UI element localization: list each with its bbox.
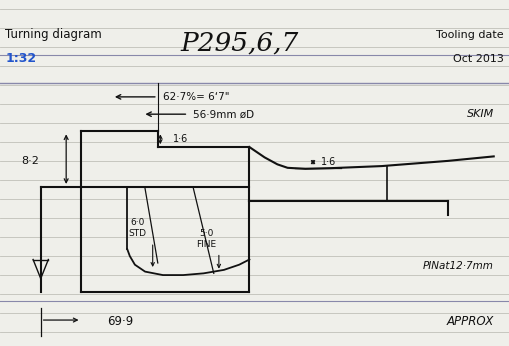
Text: P295,6,7: P295,6,7 bbox=[180, 31, 298, 56]
Text: 1·6: 1·6 bbox=[173, 134, 188, 144]
Text: 1:32: 1:32 bbox=[5, 52, 36, 65]
Text: 69·9: 69·9 bbox=[107, 315, 133, 328]
Text: PINat12·7mm: PINat12·7mm bbox=[423, 262, 494, 271]
Text: Turning diagram: Turning diagram bbox=[5, 28, 102, 41]
Text: 5·0
FINE: 5·0 FINE bbox=[196, 229, 216, 249]
Text: 6·0
STD: 6·0 STD bbox=[128, 218, 147, 238]
Text: Oct 2013: Oct 2013 bbox=[453, 54, 504, 64]
Text: Tooling date: Tooling date bbox=[436, 30, 504, 39]
Text: 62·7%= 6‘7": 62·7%= 6‘7" bbox=[163, 92, 230, 102]
Text: 8·2: 8·2 bbox=[21, 156, 40, 166]
Text: 1·6: 1·6 bbox=[321, 157, 336, 167]
Text: APPROX: APPROX bbox=[446, 315, 494, 328]
Text: 56·9mm øD: 56·9mm øD bbox=[193, 109, 254, 119]
Text: SKIM: SKIM bbox=[466, 109, 494, 119]
